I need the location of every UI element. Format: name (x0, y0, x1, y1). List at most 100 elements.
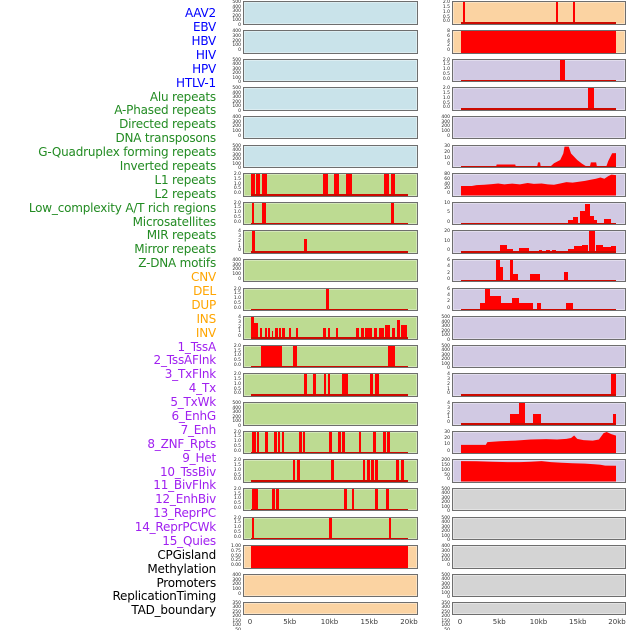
density-bar (588, 231, 596, 253)
density-bar (489, 295, 501, 311)
y-axis-tick-label: 300 (441, 352, 450, 358)
density-bar (296, 327, 299, 339)
y-axis-tick-label: 1.5 (233, 205, 241, 211)
y-axis-tick-label: 2 (238, 238, 241, 244)
track-panel (452, 402, 626, 426)
data-area (461, 460, 616, 482)
y-axis-ticks: 20 10 0 (431, 230, 450, 254)
density-bar (559, 59, 565, 82)
y-axis-tick-label: 0.0 (233, 362, 241, 368)
y-axis-tick-label: 200 (232, 71, 241, 77)
data-area (251, 460, 408, 482)
density-bar (509, 259, 514, 282)
y-axis-tick-label: 0 (447, 448, 450, 454)
y-axis-tick-label: 0.5 (233, 214, 241, 220)
track-label: L1 repeats (154, 172, 217, 187)
track-panel (243, 30, 418, 54)
y-axis-tick-label: 400 (441, 577, 450, 583)
y-axis-tick-label: 400 (232, 62, 241, 68)
density-bar (342, 431, 345, 454)
y-axis-tick-label: 2.0 (233, 372, 241, 378)
y-axis-tick-label: 2.0 (233, 200, 241, 206)
track-panel (243, 173, 418, 197)
density-bar (362, 460, 366, 482)
y-axis-tick-label: 4 (447, 264, 450, 270)
density-bar (346, 174, 352, 196)
track-label: TAD_boundary (131, 603, 216, 618)
y-axis-ticks: 30 20 10 0 (431, 429, 450, 455)
baseline (251, 480, 408, 482)
y-axis-tick-label: 10 (444, 442, 450, 448)
track-label: Alu repeats (149, 89, 216, 104)
y-axis-tick-label: 100 (232, 104, 241, 110)
track-label: CPGisland (157, 547, 216, 562)
density-bar (378, 327, 384, 339)
y-axis-tick-label: 350 (232, 600, 241, 606)
y-axis-tick-label: 1.0 (442, 67, 450, 73)
y-axis-tick-label: 2 (238, 324, 241, 330)
data-area (461, 575, 616, 597)
y-axis-tick-label: 1.5 (233, 348, 241, 354)
y-axis-tick-label: 250 (441, 609, 450, 615)
data-area (251, 202, 408, 225)
x-axis-tick-label: 5kb (283, 617, 297, 626)
density-bar (327, 327, 331, 339)
y-axis-tick-label: 2 (447, 381, 450, 387)
y-axis-tick-label: 100 (232, 75, 241, 81)
y-axis-tick-label: 1.5 (233, 291, 241, 297)
track-label: 3_TxFlnk (164, 367, 216, 382)
data-area (461, 288, 616, 311)
track-label: 1_TssA (177, 339, 217, 354)
density-bar (271, 488, 275, 511)
track-panel (452, 316, 626, 340)
track-panel (243, 87, 418, 111)
y-axis-tick-label: 100 (441, 533, 450, 539)
track-label: Directed repeats (119, 117, 216, 132)
y-axis-ticks: 2.0 1.5 1.0 0.5 0.0 (431, 1, 450, 25)
density-bar (358, 431, 361, 454)
y-axis-tick-label: 200 (441, 357, 450, 363)
y-axis-tick-label: 0.0 (442, 19, 450, 25)
y-axis-tick-label: 1.00 (230, 544, 241, 550)
y-axis-tick-label: 500 (232, 143, 241, 149)
x-axis-tick-label: 20kb (400, 617, 418, 626)
y-axis-tick-label: 0 (447, 477, 450, 483)
y-axis-tick-label: 30 (444, 429, 450, 435)
track-label: Inverted repeats (119, 159, 216, 174)
y-axis-tick-label: 100 (441, 623, 450, 628)
track-panel (452, 545, 626, 569)
track-label: CNV (191, 270, 216, 285)
data-area (461, 231, 616, 253)
track-label: Promoters (156, 575, 216, 590)
density-bar (327, 374, 331, 396)
y-axis-tick-label: 2 (447, 43, 450, 49)
data-area (461, 31, 616, 53)
y-axis-tick-label: 200 (232, 13, 241, 19)
baseline (251, 251, 408, 253)
track-label: HIV (195, 47, 216, 62)
y-axis-tick-label: 6 (447, 286, 450, 292)
density-bar (275, 327, 278, 339)
track-panel (243, 573, 418, 598)
y-axis-tick-label: 200 (441, 124, 450, 130)
density-bar (264, 327, 267, 339)
y-axis-tick-label: 1 (447, 386, 450, 392)
y-axis-tick-label: 300 (232, 33, 241, 39)
y-axis-tick-label: 100 (232, 43, 241, 49)
y-axis-tick-label: 200 (232, 267, 241, 273)
y-axis-ticks: 2.0 1.5 1.0 0.5 0.0 (222, 459, 241, 483)
density-bar (251, 431, 256, 454)
baseline (251, 308, 408, 311)
density-bar (590, 215, 594, 225)
y-axis-tick-label: 1.5 (233, 520, 241, 526)
y-axis-tick-label: 1.5 (233, 434, 241, 440)
data-area (251, 488, 408, 511)
data-area (461, 88, 616, 110)
track-label: Microsatellites (132, 214, 217, 229)
y-axis-tick-label: 100 (232, 587, 241, 593)
y-axis-tick-label: 3 (447, 405, 450, 411)
